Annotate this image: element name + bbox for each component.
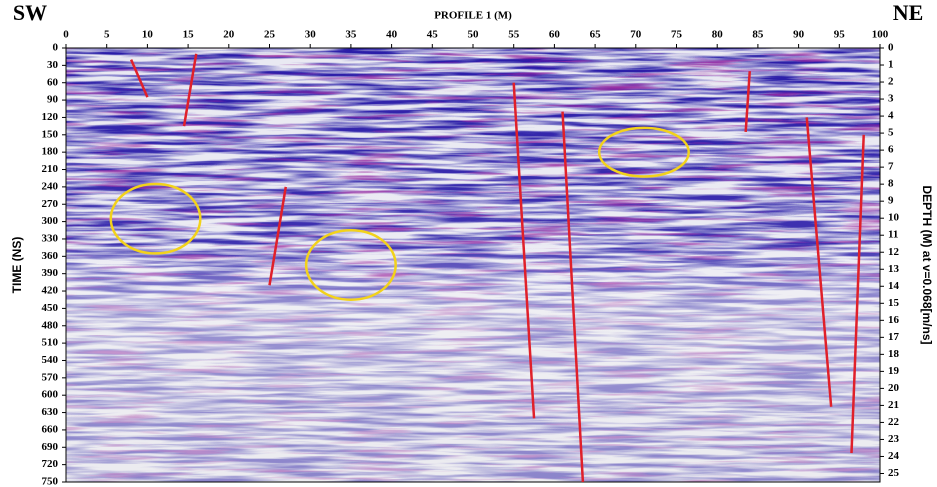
y2-tick-label: 25 — [888, 467, 900, 479]
y-tick-label: 750 — [42, 476, 59, 487]
x-tick-label: 30 — [305, 29, 317, 41]
corner-label: SW — [13, 0, 47, 25]
y2-tick-label: 0 — [888, 42, 894, 54]
x-tick-label: 65 — [590, 29, 602, 41]
y2-tick-label: 18 — [888, 348, 900, 360]
y-tick-label: 630 — [42, 406, 59, 418]
y-tick-label: 600 — [42, 389, 59, 401]
y2-axis-label: DEPTH (M) at v=0.068[m/ns] — [920, 185, 934, 344]
radargram — [66, 48, 880, 482]
y-tick-label: 420 — [42, 285, 59, 297]
x-tick-label: 70 — [630, 29, 642, 41]
y2-tick-label: 11 — [888, 229, 898, 241]
x-tick-label: 95 — [834, 29, 846, 41]
y-tick-label: 690 — [42, 441, 59, 453]
x-tick-label: 10 — [142, 29, 154, 41]
y-tick-label: 360 — [42, 250, 59, 262]
x-tick-label: 85 — [752, 29, 764, 41]
y2-tick-label: 3 — [888, 93, 894, 105]
y-tick-label: 30 — [47, 59, 59, 71]
y2-tick-label: 19 — [888, 365, 900, 377]
y-tick-label: 480 — [42, 319, 59, 331]
x-tick-label: 90 — [793, 29, 805, 41]
y-tick-label: 540 — [42, 354, 59, 366]
y-tick-label: 720 — [42, 458, 59, 470]
y2-tick-label: 16 — [888, 314, 900, 326]
x-tick-label: 75 — [671, 29, 683, 41]
y2-tick-label: 14 — [888, 280, 900, 292]
x-tick-label: 40 — [386, 29, 398, 41]
x-tick-label: 50 — [468, 29, 480, 41]
x-tick-label: 80 — [712, 29, 724, 41]
y-tick-label: 120 — [42, 111, 59, 123]
y-tick-label: 150 — [42, 128, 59, 140]
y-tick-label: 450 — [42, 302, 59, 314]
x-tick-label: 35 — [345, 29, 357, 41]
y2-tick-label: 22 — [888, 416, 900, 428]
y2-tick-label: 17 — [888, 331, 900, 343]
x-tick-label: 100 — [872, 29, 889, 41]
x-tick-label: 20 — [223, 29, 235, 41]
corner-label: NE — [893, 0, 924, 25]
y-tick-label: 660 — [42, 423, 59, 435]
x-tick-label: 0 — [63, 29, 69, 41]
y-tick-label: 270 — [42, 198, 59, 210]
y-tick-label: 510 — [42, 337, 59, 349]
y2-tick-label: 12 — [888, 246, 900, 258]
y2-tick-label: 8 — [888, 178, 894, 190]
y-tick-label: 0 — [53, 42, 59, 54]
y2-tick-label: 13 — [888, 263, 900, 275]
y-axis-label: TIME (NS) — [10, 237, 24, 294]
x-tick-label: 55 — [508, 29, 520, 41]
y-tick-label: 390 — [42, 267, 59, 279]
y2-tick-label: 23 — [888, 433, 900, 445]
y-tick-label: 300 — [42, 215, 59, 227]
y2-tick-label: 5 — [888, 127, 894, 139]
y2-tick-label: 21 — [888, 399, 899, 411]
radargram-fade — [66, 48, 880, 482]
chart: SW NE PROFILE 1 (M) TIME (NS) DEPTH (M) … — [0, 0, 937, 487]
y2-tick-label: 10 — [888, 212, 900, 224]
y-tick-label: 180 — [42, 146, 59, 158]
x-tick-label: 25 — [264, 29, 276, 41]
y-tick-label: 210 — [42, 163, 59, 175]
y2-tick-label: 9 — [888, 195, 894, 207]
y-tick-label: 240 — [42, 180, 59, 192]
y2-tick-label: 1 — [888, 59, 894, 71]
y2-tick-label: 20 — [888, 382, 900, 394]
x-tick-label: 15 — [183, 29, 195, 41]
y2-tick-label: 2 — [888, 76, 894, 88]
x-tick-label: 45 — [427, 29, 439, 41]
chart-title: PROFILE 1 (M) — [434, 10, 512, 22]
y2-tick-label: 6 — [888, 144, 894, 156]
y-tick-label: 60 — [47, 76, 59, 88]
x-tick-label: 60 — [549, 29, 561, 41]
y2-tick-label: 4 — [888, 110, 894, 122]
y-tick-label: 90 — [47, 94, 59, 106]
y2-tick-label: 15 — [888, 297, 900, 309]
y2-tick-label: 24 — [888, 450, 900, 462]
y-tick-label: 570 — [42, 371, 59, 383]
y2-tick-label: 7 — [888, 161, 894, 173]
y-tick-label: 330 — [42, 232, 59, 244]
x-tick-label: 5 — [104, 29, 110, 41]
